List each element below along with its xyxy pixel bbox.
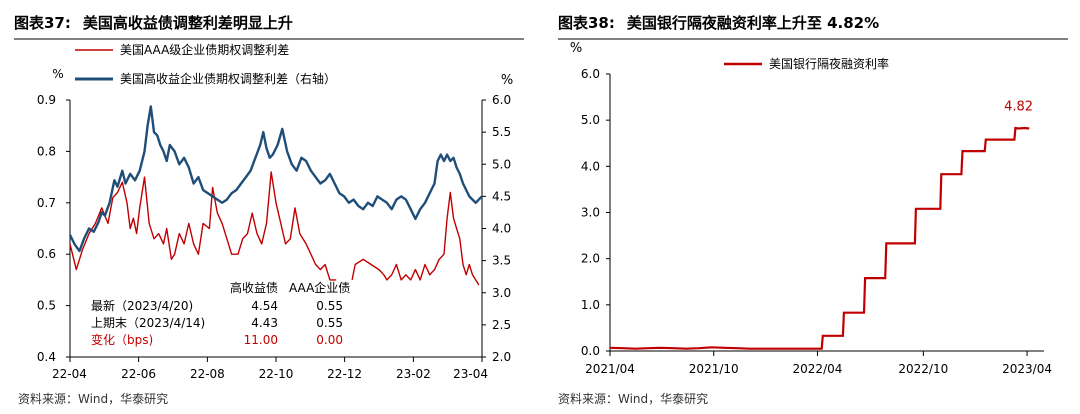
legend-label-aaa: 美国AAA级企业债期权调整利差 (120, 42, 289, 57)
x-tick-label: 2021/10 (689, 362, 739, 376)
table-header: AAA企业债 (289, 280, 350, 295)
legend-label: 美国银行隔夜融资利率 (769, 56, 889, 71)
x-tick-label: 23-02 (396, 367, 431, 381)
table-cell: 0.55 (316, 299, 343, 313)
x-tick-label: 2022/10 (898, 362, 948, 376)
left-chart-panel: 图表37: 美国高收益债调整利差明显上升 %% 0.4 0.5 0.6 0.7 0.8 0.9… (14, 12, 524, 406)
y-tick-label: 0.8 (37, 144, 56, 158)
x-tick-label: 22-06 (121, 367, 156, 381)
y-tick-label: 0.7 (37, 196, 56, 210)
table-header: 高收益债 (230, 280, 278, 295)
table-row-label: 最新（2023/4/20) (91, 298, 193, 313)
y-tick-label: 3.0 (581, 206, 600, 220)
left-axis-unit: % (52, 67, 63, 81)
table-row-label: 变化（bps) (91, 332, 153, 347)
chart-title: 图表37: 美国高收益债调整利差明显上升 (14, 12, 293, 33)
y-tick-label: 5.0 (581, 113, 600, 127)
chart-label: 图表37: (14, 14, 71, 32)
series-line-aaa (69, 171, 480, 286)
right-y-tick-label: 6.0 (492, 93, 511, 107)
right-y-tick-label: 5.5 (492, 125, 511, 139)
y-tick-label: 0.0 (581, 344, 600, 358)
hy-spread-chart: % % 0.4 0.5 0.6 0.7 0.8 0.9 2.0 2.5 3.0 3.5 4.0 4.5 5.… (37, 42, 513, 381)
y-tick-label: 0.9 (37, 93, 56, 107)
x-tick-label: 22-04 (52, 367, 87, 381)
x-tick-label: 22-08 (190, 367, 225, 381)
y-tick-label: 1.0 (581, 298, 600, 312)
chart-source: 资料来源：Wind，华泰研究 (18, 392, 169, 406)
legend-label-hy: 美国高收益企业债期权调整利差（右轴） (120, 71, 336, 86)
right-y-tick-label: 4.0 (492, 222, 511, 236)
chart-title: 图表38: 美国银行隔夜融资利率上升至 4.82% (558, 12, 879, 33)
chart-title-text: 美国高收益债调整利差明显上升 (82, 14, 293, 32)
right-y-tick-label: 2.5 (492, 318, 511, 332)
right-y-tick-label: 3.5 (492, 254, 511, 268)
table-cell: 4.54 (251, 299, 278, 313)
y-tick-label: 4.0 (581, 159, 600, 173)
table-cell: 0.00 (316, 333, 343, 347)
x-tick-label: 23-04 (453, 367, 488, 381)
right-y-tick-label: 3.0 (492, 286, 511, 300)
table-cell: 11.00 (244, 333, 278, 347)
y-axis-unit: % (570, 41, 582, 56)
series-line-hy (68, 105, 483, 253)
right-axis-unit: % (501, 73, 513, 88)
chart-label: 图表38: (558, 14, 615, 32)
y-tick-label: 0.5 (37, 299, 56, 313)
x-tick-label: 22-10 (259, 367, 294, 381)
x-tick-label: 22-12 (327, 367, 362, 381)
chart-source: 资料来源：Wind，华泰研究 (558, 392, 709, 406)
y-tick-label: 6.0 (581, 67, 600, 81)
x-tick-label: 2023/04 (1002, 362, 1052, 376)
table-row-label: 上期末（2023/4/14) (91, 316, 205, 330)
chart-title-text: 美国银行隔夜融资利率上升至 4.82% (626, 14, 880, 32)
x-tick-label: 2021/04 (585, 362, 635, 376)
y-tick-label: 2.0 (581, 252, 600, 266)
series-line-overnight-rate (609, 126, 1030, 350)
y-tick-label: 0.4 (37, 350, 56, 364)
x-tick-label: 2022/04 (793, 362, 843, 376)
right-y-tick-label: 4.5 (492, 189, 511, 203)
table-cell: 4.43 (251, 316, 278, 330)
overnight-rate-chart: % 0.0 1.0 2.0 3.0 4.0 5.0 6.0 2021/04 2021/10 2022… (570, 41, 1052, 376)
y-tick-label: 0.6 (37, 247, 56, 261)
title-divider (14, 38, 524, 40)
right-y-tick-label: 2.0 (492, 350, 511, 364)
table-cell: 0.55 (316, 316, 343, 330)
right-y-tick-label: 5.0 (492, 157, 511, 171)
title-divider (558, 38, 1068, 40)
right-chart-panel: 图表38: 美国银行隔夜融资利率上升至 4.82% % 0.0 1.0 2.0 3.0 4.… (548, 0, 1080, 414)
last-value-label: 4.82 (1004, 99, 1033, 114)
